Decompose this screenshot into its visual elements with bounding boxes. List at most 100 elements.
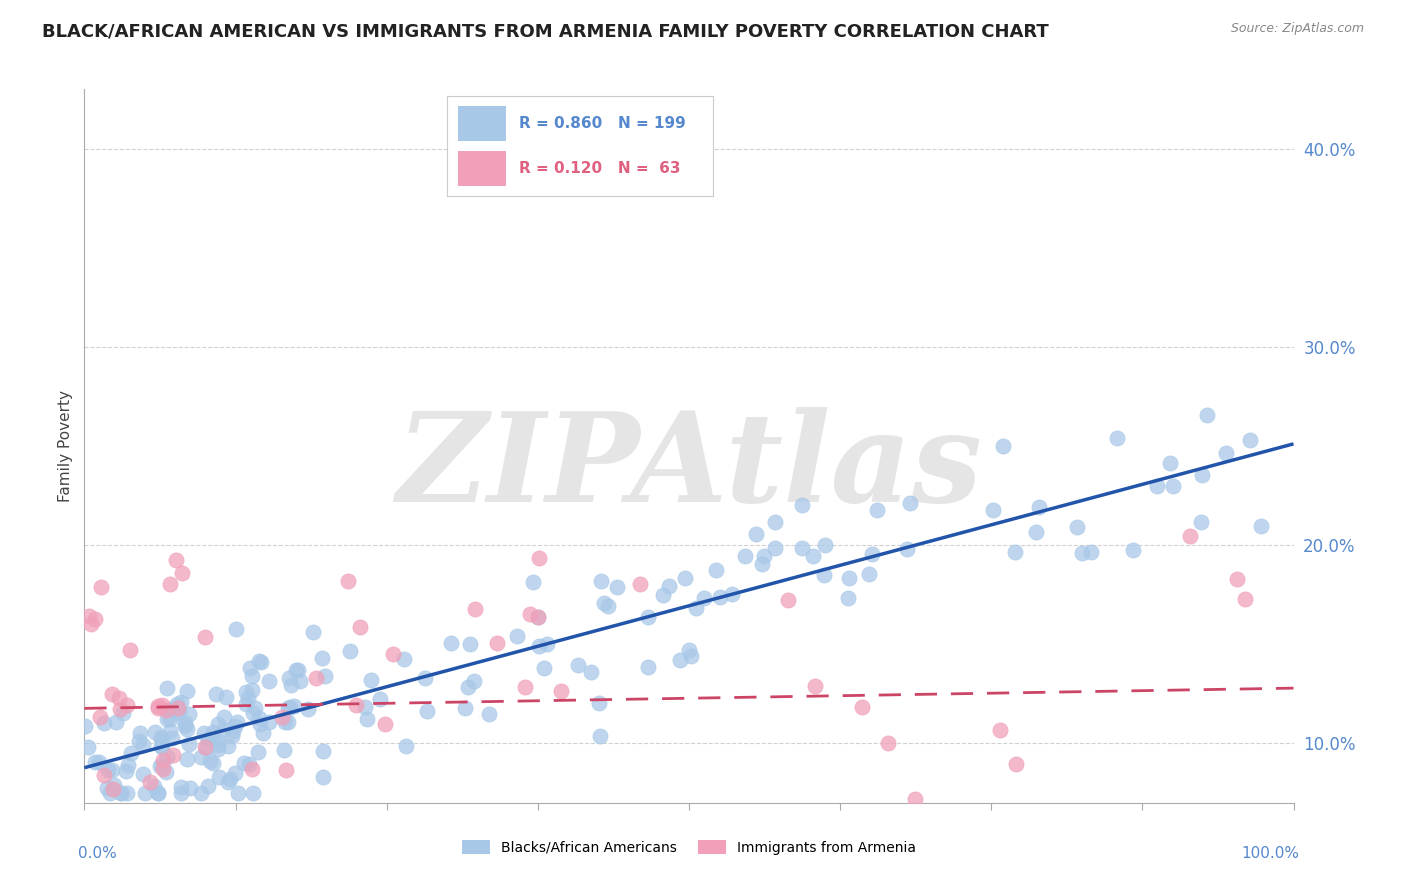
Point <box>177 706 200 721</box>
Point <box>108 691 131 706</box>
Point <box>814 538 837 552</box>
Point <box>567 658 589 673</box>
Point <box>280 678 302 692</box>
Point <box>277 701 299 715</box>
Point <box>155 765 177 780</box>
Point <box>589 729 612 743</box>
Point <box>752 549 775 564</box>
Point <box>803 549 825 563</box>
Point <box>103 778 125 792</box>
Point <box>1250 519 1272 533</box>
Point <box>162 747 184 762</box>
Point <box>146 786 169 800</box>
Point <box>1122 543 1144 558</box>
Point <box>991 439 1014 453</box>
Point <box>415 704 437 718</box>
Point <box>207 716 229 731</box>
Point <box>685 601 707 615</box>
Point <box>274 764 297 778</box>
Point <box>312 744 335 758</box>
Point <box>658 579 681 593</box>
Point <box>606 580 628 594</box>
Point <box>877 736 900 750</box>
Point <box>904 792 927 806</box>
Point <box>485 636 508 650</box>
Point <box>117 757 139 772</box>
Point <box>179 780 201 795</box>
Point <box>205 687 228 701</box>
Point <box>515 680 537 694</box>
Point <box>368 691 391 706</box>
Point <box>858 567 880 582</box>
Point <box>233 756 256 771</box>
Point <box>93 715 115 730</box>
Point <box>201 724 224 739</box>
Point <box>207 738 229 752</box>
Point <box>79 616 101 631</box>
Point <box>190 749 212 764</box>
Point <box>152 762 174 776</box>
Point <box>240 669 263 683</box>
Point <box>89 710 111 724</box>
Point <box>249 717 271 731</box>
Point <box>207 741 229 756</box>
Point <box>837 591 859 606</box>
Point <box>128 726 150 740</box>
Point <box>1189 515 1212 529</box>
Point <box>221 729 243 743</box>
Point <box>813 568 835 582</box>
Point <box>311 651 333 665</box>
Point <box>1146 479 1168 493</box>
Point <box>413 672 436 686</box>
Point <box>108 702 131 716</box>
Point <box>194 741 217 756</box>
Point <box>238 756 260 771</box>
Point <box>271 710 294 724</box>
Point <box>159 712 181 726</box>
Point <box>395 739 418 753</box>
Legend: Blacks/African Americans, Immigrants from Armenia: Blacks/African Americans, Immigrants fro… <box>457 834 921 860</box>
Point <box>190 786 212 800</box>
Point <box>115 698 138 712</box>
Point <box>221 723 243 738</box>
Point <box>167 706 190 720</box>
Point <box>131 767 153 781</box>
Point <box>721 587 744 601</box>
Text: BLACK/AFRICAN AMERICAN VS IMMIGRANTS FROM ARMENIA FAMILY POVERTY CORRELATION CHA: BLACK/AFRICAN AMERICAN VS IMMIGRANTS FRO… <box>42 22 1049 40</box>
Point <box>247 654 270 668</box>
Point <box>751 557 773 571</box>
Point <box>1004 545 1026 559</box>
Point <box>169 695 191 709</box>
Text: 0.0%: 0.0% <box>79 846 117 861</box>
Point <box>678 643 700 657</box>
Point <box>596 599 619 613</box>
Point <box>312 770 335 784</box>
Point <box>344 698 367 712</box>
Point <box>150 730 173 744</box>
Point <box>225 622 247 636</box>
Point <box>257 673 280 688</box>
Point <box>506 629 529 643</box>
Point <box>522 820 544 834</box>
Point <box>156 750 179 764</box>
Point <box>536 636 558 650</box>
Point <box>150 759 173 773</box>
Point <box>101 763 124 777</box>
Point <box>235 685 257 699</box>
Point <box>103 817 125 831</box>
Point <box>527 640 550 654</box>
Point <box>290 673 312 688</box>
Point <box>159 724 181 739</box>
Point <box>211 723 233 738</box>
Point <box>339 644 361 658</box>
Point <box>257 715 280 730</box>
Text: ZIPAtlas: ZIPAtlas <box>396 407 981 528</box>
Point <box>247 711 270 725</box>
Point <box>1080 545 1102 559</box>
Point <box>336 574 359 589</box>
Point <box>503 862 526 876</box>
Point <box>115 786 138 800</box>
Point <box>988 723 1011 738</box>
Point <box>93 768 115 782</box>
Point <box>172 566 194 581</box>
